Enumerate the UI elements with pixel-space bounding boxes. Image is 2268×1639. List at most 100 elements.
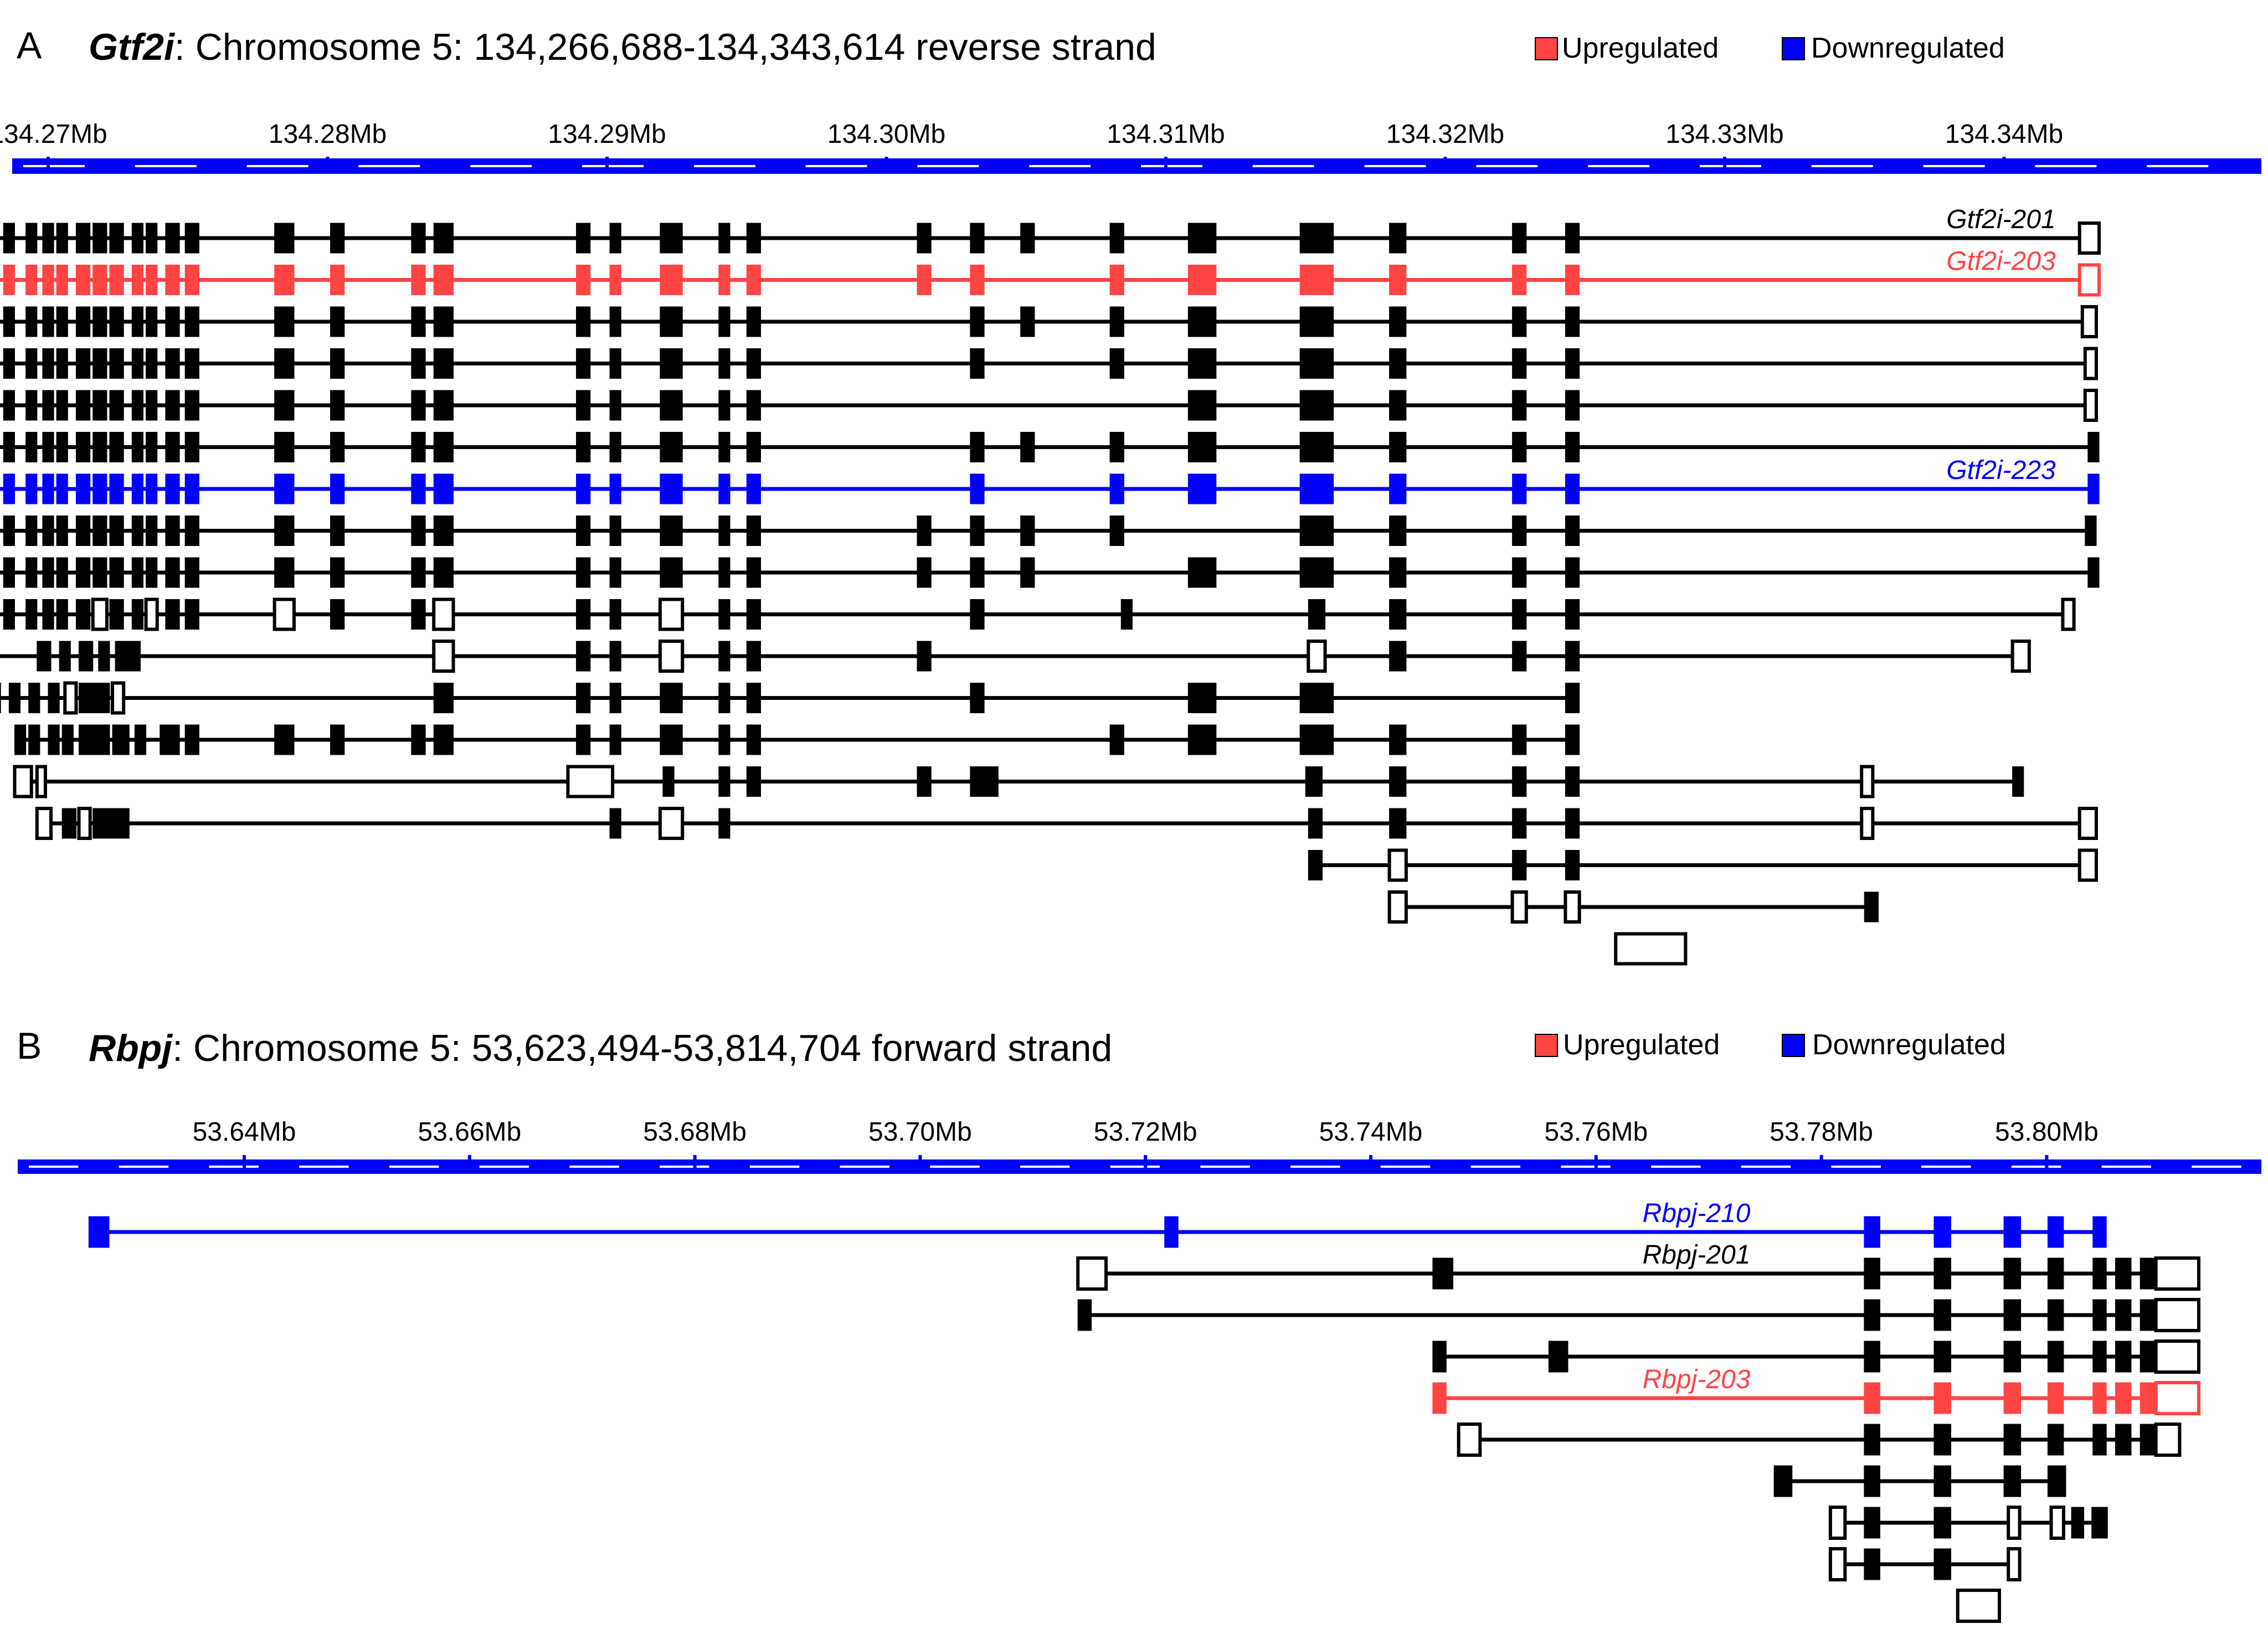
- coding-exon: [433, 348, 454, 379]
- coding-exon: [3, 557, 15, 588]
- utr-exon: [2077, 807, 2098, 840]
- coding-exon: [274, 432, 295, 462]
- coding-exon: [2115, 1382, 2132, 1414]
- panel-b-axis: 53.64Mb 53.66Mb 53.68Mb 53.70Mb 53.72Mb 53.74…: [18, 1117, 2261, 1174]
- coding-exon: [1548, 1341, 1568, 1373]
- coding-exon: [1565, 850, 1580, 880]
- coding-exon: [1773, 1465, 1793, 1497]
- coding-exon: [165, 223, 180, 254]
- coding-exon: [1299, 306, 1334, 337]
- utr-exon: [63, 681, 78, 715]
- utr-exon: [658, 640, 685, 673]
- axis-tick: [918, 1155, 922, 1174]
- coding-exon: [1305, 766, 1323, 797]
- coding-exon: [2003, 1216, 2022, 1248]
- coding-exon: [75, 306, 91, 337]
- coding-exon: [576, 432, 591, 462]
- coding-exon: [970, 599, 985, 630]
- panel-a-gene-name: Gtf2i: [89, 26, 176, 68]
- coding-exon: [1864, 1382, 1880, 1414]
- coding-exon: [3, 223, 15, 254]
- transcript-label: Gtf2i-223: [1946, 456, 2056, 485]
- coding-exon: [1512, 306, 1527, 337]
- axis-dash: [2101, 1166, 2152, 1168]
- coding-exon: [109, 223, 124, 254]
- coding-exon: [165, 473, 180, 504]
- coding-exon: [330, 557, 345, 588]
- coding-exon: [109, 432, 124, 462]
- coding-exon: [92, 348, 107, 379]
- coding-exon: [330, 390, 345, 421]
- legend-b-down-swatch: [1782, 1034, 1805, 1057]
- utr-exon: [432, 640, 455, 673]
- panel-b-letter: B: [17, 1025, 42, 1067]
- transcript-row: [14, 724, 1580, 755]
- coding-exon: [134, 724, 147, 755]
- axis-tick: [693, 1155, 697, 1174]
- coding-exon: [1933, 1465, 1952, 1497]
- coding-exon: [609, 808, 621, 839]
- coding-exon: [1187, 265, 1217, 295]
- axis-dash: [1110, 1166, 1160, 1168]
- coding-exon: [1565, 223, 1580, 254]
- coding-exon: [330, 348, 345, 379]
- coding-exon: [576, 265, 591, 295]
- coding-exon: [609, 557, 621, 588]
- transcript-row: [0, 432, 2100, 462]
- coding-exon: [274, 724, 295, 755]
- coding-exon: [165, 599, 180, 630]
- coding-exon: [1512, 641, 1527, 672]
- axis-tick: [1144, 1155, 1148, 1174]
- transcript-row: [0, 305, 2098, 338]
- coding-exon: [1020, 516, 1035, 546]
- axis-dash: [1741, 1166, 1791, 1168]
- coding-exon: [1389, 223, 1407, 254]
- coding-exon: [184, 223, 199, 254]
- coding-exon: [165, 306, 180, 337]
- coding-exon: [1512, 808, 1527, 839]
- coding-exon: [146, 557, 158, 588]
- panel-a-title: Gtf2i: Chromosome 5: 134,266,688-134,343…: [89, 26, 1156, 68]
- coding-exon: [609, 306, 621, 337]
- coding-exon: [88, 1216, 110, 1248]
- coding-exon: [1187, 223, 1217, 254]
- utr-exon: [1828, 1547, 1847, 1581]
- coding-exon: [56, 348, 68, 379]
- coding-exon: [109, 348, 124, 379]
- axis-dash: [1650, 1166, 1701, 1168]
- transcript-row: [0, 597, 2076, 631]
- coding-exon: [2092, 1257, 2107, 1290]
- coding-exon: [660, 265, 683, 295]
- axis-tick-label: 53.64Mb: [193, 1117, 296, 1147]
- coding-exon: [1512, 265, 1527, 295]
- transcript-row: [0, 557, 2100, 588]
- axis-dash: [246, 165, 308, 167]
- coding-exon: [37, 641, 52, 672]
- axis-dash: [1380, 1166, 1431, 1168]
- legend-a-down-label: Downregulated: [1811, 32, 2005, 64]
- coding-exon: [2047, 1299, 2064, 1331]
- axis-tick: [1369, 1155, 1372, 1174]
- axis-dash: [358, 165, 420, 167]
- coding-exon: [1512, 223, 1527, 254]
- coding-exon: [1864, 1507, 1880, 1539]
- coding-exon: [718, 348, 731, 379]
- coding-exon: [2087, 473, 2100, 504]
- coding-exon: [576, 599, 591, 630]
- utr-exon: [566, 765, 615, 798]
- axis-tick: [326, 157, 330, 174]
- coding-exon: [660, 348, 683, 379]
- legend-b-up-label: Upregulated: [1563, 1029, 1720, 1061]
- utr-exon: [35, 807, 53, 840]
- axis-dash: [470, 165, 532, 167]
- coding-exon: [1432, 1382, 1447, 1414]
- coding-exon: [1933, 1382, 1952, 1414]
- coding-exon: [1512, 724, 1527, 755]
- coding-exon: [1512, 766, 1527, 797]
- panel-b-transcripts: Rbpj-210 Rbpj-201 Rbpj-203: [88, 1199, 2200, 1623]
- axis-tick-label: 53.66Mb: [418, 1117, 521, 1147]
- coding-exon: [1109, 348, 1124, 379]
- coding-exon: [1299, 557, 1334, 588]
- axis-tick: [243, 1155, 246, 1174]
- coding-exon: [718, 473, 731, 504]
